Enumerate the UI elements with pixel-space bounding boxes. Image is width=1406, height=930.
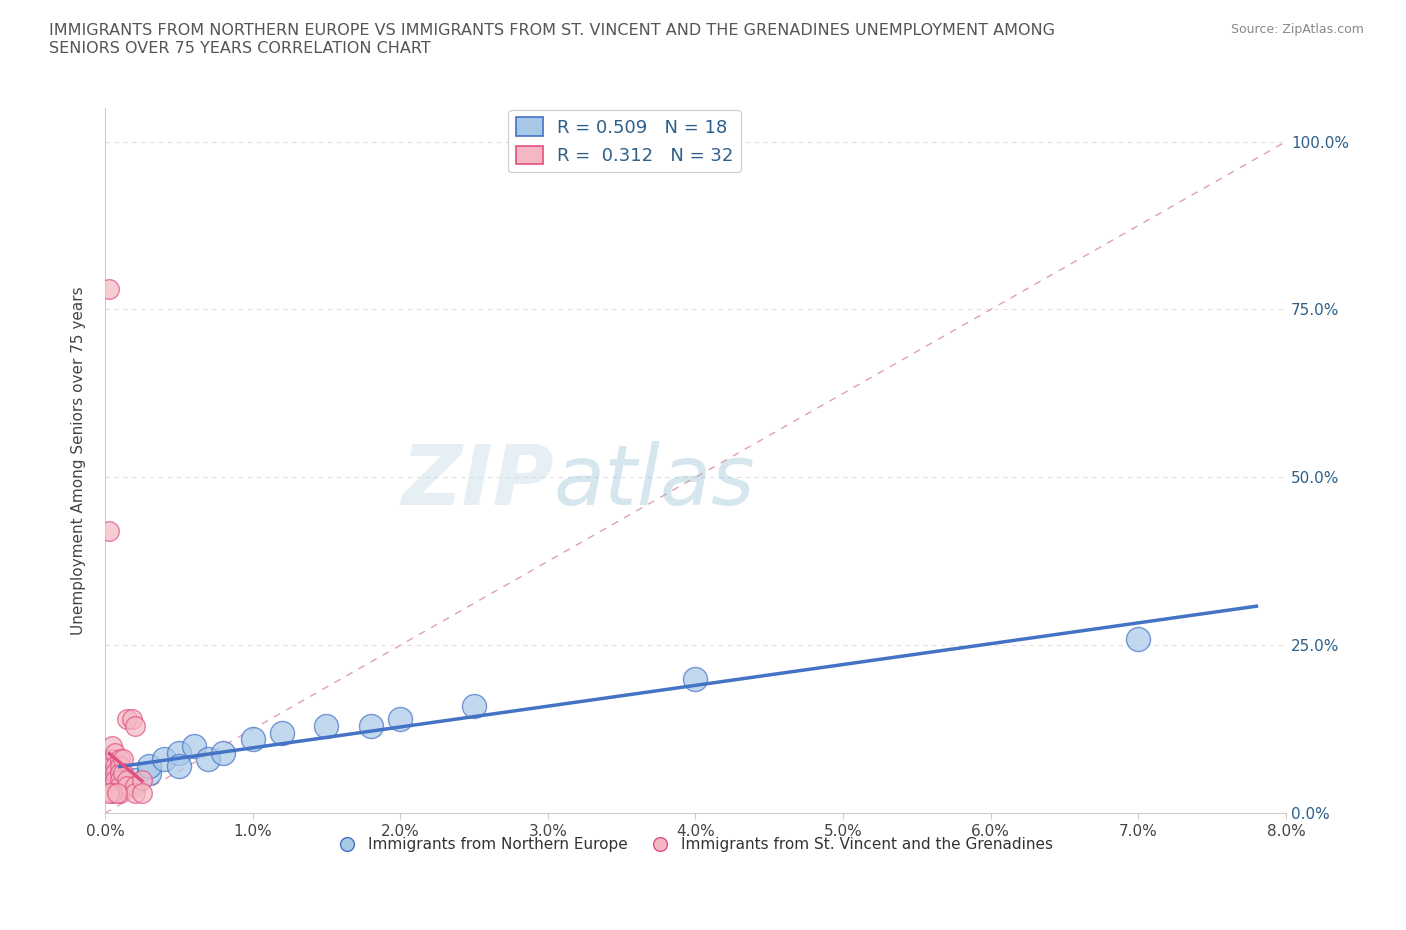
Point — [463, 698, 485, 713]
Point — [360, 718, 382, 733]
Point — [111, 765, 134, 780]
Point — [212, 745, 235, 760]
Point — [108, 765, 131, 780]
Text: ZIP: ZIP — [401, 441, 554, 523]
Point — [197, 752, 219, 767]
Point — [104, 772, 127, 787]
Point — [98, 524, 121, 538]
Point — [101, 786, 124, 801]
Text: Source: ZipAtlas.com: Source: ZipAtlas.com — [1230, 23, 1364, 36]
Point — [242, 732, 264, 747]
Point — [389, 711, 412, 726]
Point — [108, 772, 131, 787]
Point — [101, 778, 124, 793]
Point — [101, 772, 124, 787]
Point — [108, 786, 131, 801]
Point — [115, 772, 138, 787]
Text: IMMIGRANTS FROM NORTHERN EUROPE VS IMMIGRANTS FROM ST. VINCENT AND THE GRENADINE: IMMIGRANTS FROM NORTHERN EUROPE VS IMMIG… — [49, 23, 1056, 56]
Text: atlas: atlas — [554, 441, 755, 523]
Point — [101, 765, 124, 780]
Legend: Immigrants from Northern Europe, Immigrants from St. Vincent and the Grenadines: Immigrants from Northern Europe, Immigra… — [332, 831, 1060, 858]
Point — [167, 745, 190, 760]
Point — [101, 738, 124, 753]
Point — [131, 786, 153, 801]
Point — [685, 671, 707, 686]
Point — [121, 711, 143, 726]
Point — [104, 745, 127, 760]
Point — [315, 718, 337, 733]
Point — [167, 759, 190, 774]
Point — [131, 772, 153, 787]
Point — [124, 718, 146, 733]
Point — [271, 725, 294, 740]
Point — [108, 778, 131, 793]
Point — [124, 786, 146, 801]
Point — [104, 759, 127, 774]
Point — [183, 738, 205, 753]
Point — [105, 786, 128, 801]
Point — [108, 752, 131, 767]
Point — [138, 759, 160, 774]
Point — [115, 778, 138, 793]
Point — [108, 778, 131, 793]
Point — [98, 786, 121, 801]
Point — [124, 772, 146, 787]
Point — [98, 282, 121, 297]
Point — [104, 765, 127, 780]
Y-axis label: Unemployment Among Seniors over 75 years: Unemployment Among Seniors over 75 years — [72, 286, 86, 635]
Point — [1128, 631, 1150, 646]
Point — [101, 752, 124, 767]
Point — [111, 752, 134, 767]
Point — [108, 759, 131, 774]
Point — [115, 711, 138, 726]
Point — [153, 752, 176, 767]
Point — [124, 778, 146, 793]
Point — [101, 759, 124, 774]
Point — [138, 765, 160, 780]
